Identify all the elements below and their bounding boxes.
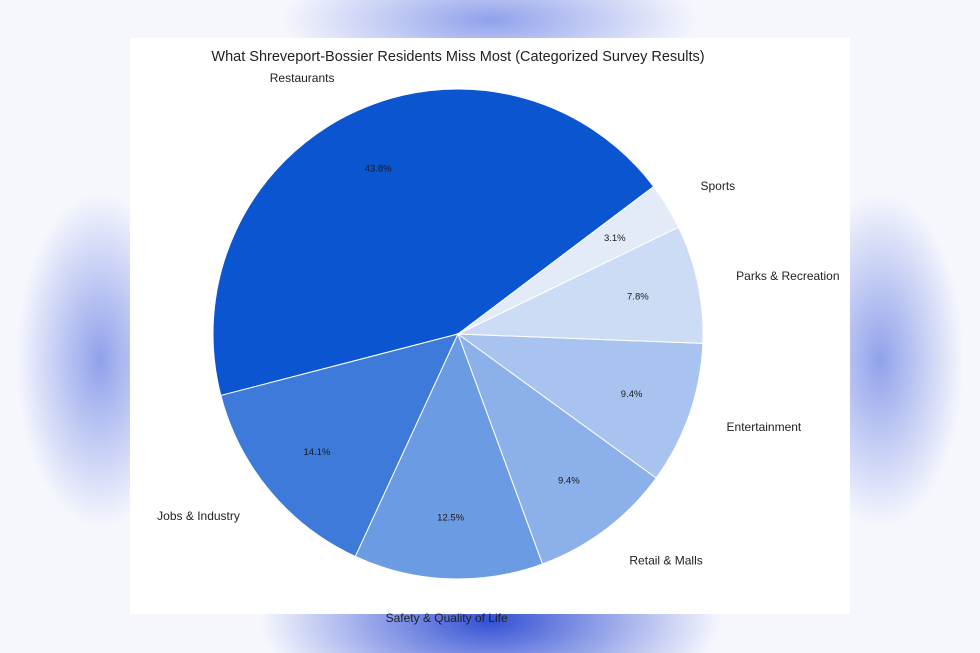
percent-labels: 43.8% 14.1% 12.5% 9.4% 9.4% 7.8% 3.1%: [304, 164, 650, 524]
slice-entertainment: [456, 333, 704, 479]
percent-label-safety-and-quality-of-life: 12.5%: [437, 513, 464, 524]
percent-label-restaurants: 43.8%: [365, 164, 392, 175]
slice-restaurants: [212, 88, 655, 397]
category-labels: Restaurants Jobs & Industry Safety & Quali…: [157, 71, 839, 625]
percent-label-parks-and-recreation: 7.8%: [627, 291, 649, 302]
category-label-retail-and-malls: Retail & Malls: [629, 554, 702, 568]
percent-label-jobs-and-industry: 14.1%: [304, 447, 331, 458]
category-label-sports: Sports: [701, 179, 736, 193]
pie-slices: [212, 88, 704, 580]
percent-label-sports: 3.1%: [604, 233, 626, 244]
slice-retail-and-malls: [456, 332, 657, 565]
category-label-jobs-and-industry: Jobs & Industry: [157, 509, 240, 523]
category-label-restaurants: Restaurants: [270, 71, 335, 85]
category-label-safety-and-quality-of-life: Safety & Quality of Life: [386, 611, 508, 625]
slice-parks-and-recreation: [457, 226, 704, 344]
slice-safety-and-quality-of-life: [354, 332, 544, 580]
chart-title: What Shreveport-Bossier Residents Miss M…: [211, 49, 704, 65]
category-label-entertainment: Entertainment: [727, 420, 802, 434]
category-label-parks-and-recreation: Parks & Recreation: [736, 269, 839, 283]
slice-sports: [457, 185, 680, 335]
percent-label-retail-and-malls: 9.4%: [558, 476, 580, 487]
slice-jobs-and-industry: [220, 333, 459, 558]
percent-label-entertainment: 9.4%: [621, 389, 643, 400]
